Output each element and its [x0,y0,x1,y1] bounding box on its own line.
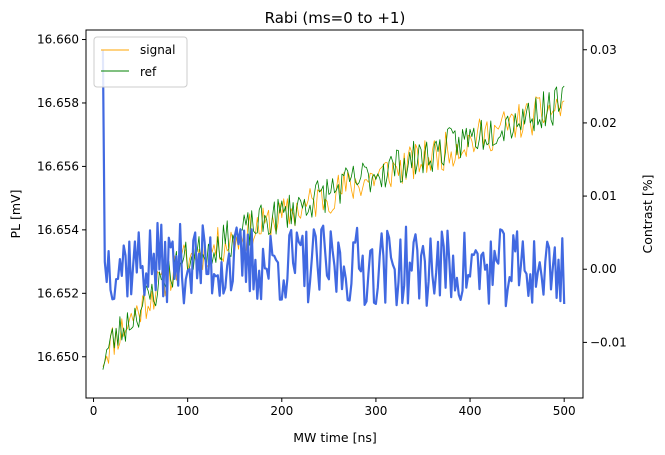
x-tick-label: 0 [90,404,98,418]
y2-tick-label: −0.01 [590,335,627,349]
plot-frame [85,29,584,399]
chart-title: Rabi (ms=0 to +1) [265,9,406,27]
x-tick-label: 400 [459,404,482,418]
plot-area [101,49,566,370]
x-tick-label: 300 [364,404,387,418]
x-axis: 0 100 200 300 400 500 [90,398,576,418]
y2-axis-title: Contrast [%] [640,174,655,253]
y-tick-label: 16.650 [37,350,79,364]
x-tick-label: 500 [553,404,576,418]
y-tick-label: 16.654 [37,223,79,237]
x-tick-label: 200 [270,404,293,418]
y-axis-title: PL [mV] [8,190,23,239]
y-tick-label: 16.656 [37,159,79,173]
y2-tick-label: 0.01 [590,189,617,203]
y-tick-label: 16.660 [37,33,79,47]
y-axis-left: 16.650 16.652 16.654 16.656 16.658 16.660 [37,33,86,364]
contrast-line [101,49,566,308]
y2-tick-label: 0.00 [590,262,617,276]
y-axis-right: −0.01 0.00 0.01 0.02 0.03 [583,43,627,349]
y2-tick-label: 0.02 [590,116,617,130]
legend-signal-label: signal [140,43,176,57]
x-tick-label: 100 [176,404,199,418]
legend: signal ref [93,36,188,88]
y-tick-label: 16.652 [37,286,79,300]
y-tick-label: 16.658 [37,96,79,110]
x-axis-title: MW time [ns] [293,430,377,445]
y2-tick-label: 0.03 [590,43,617,57]
legend-ref-label: ref [140,65,157,79]
